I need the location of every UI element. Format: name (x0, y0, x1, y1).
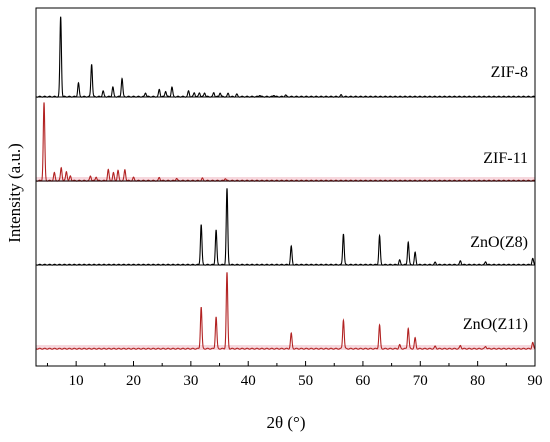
plot-frame (35, 7, 536, 367)
series-label: ZIF-11 (483, 150, 528, 167)
y-axis-title: Intensity (a.u.) (5, 143, 24, 243)
x-tick-label: 80 (470, 373, 485, 389)
series-label: ZIF-8 (491, 64, 528, 81)
axes: 10 20 30 40 50 60 70 80 90 (35, 7, 543, 389)
x-tick-label: 30 (183, 373, 198, 389)
series-zif-8: ZIF-8 (35, 16, 536, 98)
series-label: ZnO(Z8) (470, 234, 528, 251)
series-line (35, 16, 536, 98)
series-band (36, 177, 535, 182)
x-tick-label: 20 (126, 373, 141, 389)
series-zno-z11-: ZnO(Z11) (35, 272, 536, 350)
x-tick-label: 40 (241, 373, 256, 389)
x-axis-title: 2θ (°) (266, 413, 305, 432)
series-band (36, 345, 535, 350)
x-tick-label: 70 (413, 373, 428, 389)
series-zif-11: ZIF-11 (35, 102, 536, 182)
x-tick-label: 60 (355, 373, 370, 389)
series-line (35, 102, 536, 182)
series-zno-z8-: ZnO(Z8) (35, 188, 536, 266)
x-tick-label: 10 (69, 373, 84, 389)
series-line (35, 272, 536, 350)
plot-area: ZIF-8 ZIF-11 ZnO(Z8) ZnO(Z11) (35, 16, 536, 350)
x-tick-label: 50 (298, 373, 313, 389)
x-tick-label: 90 (528, 373, 543, 389)
series-label: ZnO(Z11) (463, 316, 528, 333)
series-line (35, 188, 536, 266)
